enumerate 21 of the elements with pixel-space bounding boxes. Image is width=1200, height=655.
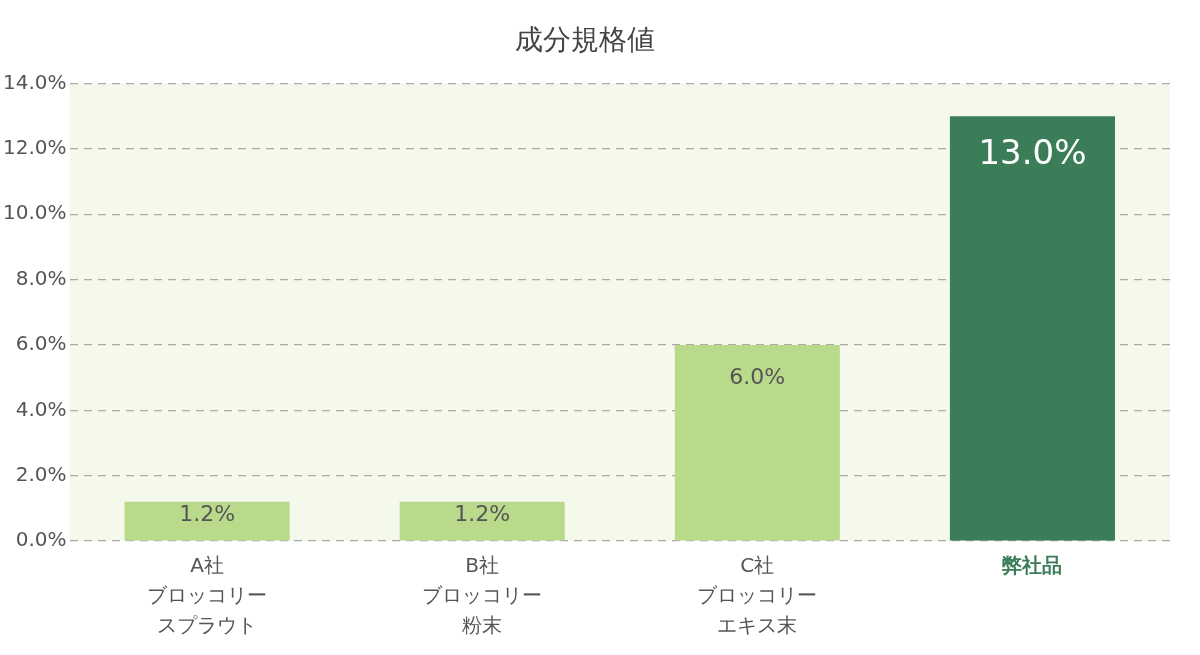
- x-tick-label: B社ブロッコリー粉末: [422, 553, 543, 638]
- bar: [124, 501, 290, 541]
- x-tick-label: C社ブロッコリーエキス末: [697, 553, 818, 638]
- data-label: 6.0%: [729, 363, 786, 389]
- data-label: 1.2%: [179, 500, 236, 526]
- y-tick-label: 0.0%: [15, 527, 67, 552]
- y-tick-label: 4.0%: [15, 396, 67, 421]
- bar: [949, 116, 1115, 541]
- y-tick-label: 6.0%: [15, 331, 67, 356]
- bar: [399, 501, 565, 541]
- y-tick-label: 2.0%: [15, 461, 67, 486]
- y-tick-label: 14.0%: [2, 69, 67, 94]
- y-tick-label: 10.0%: [2, 200, 67, 225]
- data-label: 1.2%: [454, 500, 511, 526]
- data-label: 13.0%: [978, 132, 1087, 173]
- x-tick-label: A社ブロッコリースプラウト: [147, 553, 268, 638]
- y-tick-label: 12.0%: [2, 135, 67, 160]
- chart-title: 成分規格値: [515, 23, 655, 57]
- y-tick-label: 8.0%: [15, 265, 67, 290]
- bar: [674, 344, 840, 541]
- x-tick-label: 弊社品: [1002, 553, 1063, 578]
